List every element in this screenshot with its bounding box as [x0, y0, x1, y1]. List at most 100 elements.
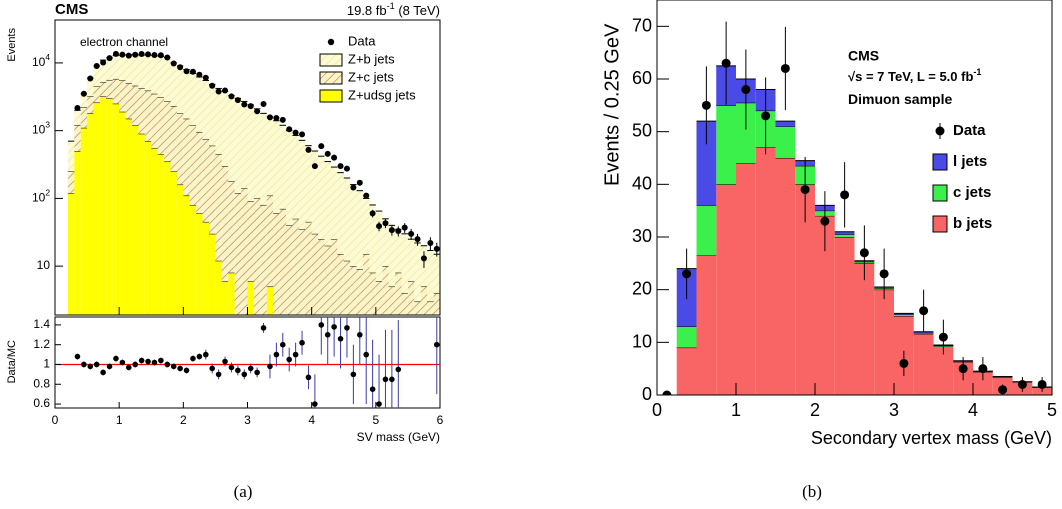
bar-segment [427, 334, 433, 365]
data-point [388, 227, 395, 234]
ratio-point [215, 371, 222, 378]
data-point [74, 104, 81, 111]
ratio-point [145, 358, 151, 365]
bar-segment [311, 151, 319, 234]
ratio-point [164, 361, 171, 368]
bar-segment [382, 218, 389, 267]
bar-segment [834, 237, 855, 395]
bar-segment [202, 80, 209, 140]
y-tick-label: 10 [632, 331, 652, 351]
legend-label: Data [348, 33, 376, 48]
bar-segment [815, 215, 835, 395]
bar-segment [402, 334, 408, 365]
bar-segment [125, 83, 132, 119]
tick-text: 10 [632, 331, 652, 351]
bar-segment [894, 313, 914, 315]
data-point [299, 131, 306, 138]
x-axis-label: Secondary vertex mass (GeV) [811, 428, 1052, 448]
bar-segment [298, 229, 306, 315]
bar-segment [933, 346, 954, 395]
ratio-point [267, 363, 273, 370]
text-part: (8 TeV) [395, 3, 440, 18]
bar-segment [67, 141, 75, 172]
x-tick-label: 2 [180, 413, 187, 427]
data-point [125, 52, 132, 59]
bar-segment [311, 233, 319, 315]
ratio-point [292, 351, 299, 358]
bar-segment [80, 93, 88, 108]
ratio-point [132, 361, 139, 368]
bar-segment [74, 110, 81, 126]
data-point [938, 332, 948, 342]
bar-segment [716, 105, 736, 185]
data-point [427, 239, 434, 246]
bar-segment [253, 198, 261, 315]
legend-swatch [319, 71, 343, 85]
bar-segment [676, 347, 697, 395]
bar-segment [292, 135, 299, 219]
data-point [279, 116, 286, 123]
panel: 0 10 20 30 40 50 60 70 0 1 2 3 4 5 Events / 0.25 GeV Se… [601, 0, 1057, 501]
bar-segment [215, 154, 222, 261]
tick-exponent: 2 [45, 188, 50, 198]
data-point [305, 146, 312, 153]
bar-segment [164, 101, 171, 162]
bar-segment [253, 108, 261, 199]
bar-segment [854, 263, 875, 395]
bar-segment [215, 88, 222, 155]
legend-label: l jets [953, 153, 987, 170]
x-tick-label: 1 [116, 413, 123, 427]
bar-segment [241, 334, 247, 365]
bar-segment [388, 286, 396, 315]
legend-swatch [932, 184, 948, 202]
data-point [859, 248, 869, 258]
data-point [978, 364, 988, 374]
ratio-point [369, 386, 376, 393]
bar-segment [736, 163, 756, 395]
bar-segment [382, 266, 389, 315]
bar-segment [834, 234, 855, 237]
ratio-point [376, 401, 382, 407]
bar-segment [215, 260, 222, 315]
bar-segment [74, 125, 81, 152]
bar-segment [266, 116, 274, 196]
data-point [87, 75, 94, 82]
bar-segment [286, 130, 293, 226]
legend-marker [327, 38, 335, 46]
ratio-point [382, 376, 389, 383]
legend-swatch [932, 153, 948, 171]
bar-segment [151, 148, 158, 315]
ratio-point [389, 376, 395, 383]
bar-segment [676, 326, 697, 348]
bar-segment [330, 239, 338, 315]
bar-segment [369, 272, 376, 315]
data-point [318, 143, 325, 150]
bar-segment [106, 57, 113, 80]
bar-segment [196, 76, 203, 133]
bar-segment [775, 158, 796, 395]
y-tick-label: 30 [632, 226, 652, 246]
bar-segment [414, 301, 421, 315]
ratio-point [305, 374, 312, 381]
data-point [145, 51, 152, 58]
bar-segment [202, 221, 209, 315]
bar-segment [67, 193, 75, 315]
bar-segment [125, 118, 132, 315]
bar-segment [343, 178, 351, 261]
bar-segment [414, 334, 420, 365]
bar-segment [427, 250, 434, 302]
text-part: 19.8 fb [347, 3, 387, 18]
y-tick-label: 102 [32, 188, 50, 205]
bar-segment [337, 254, 344, 315]
bar-segment [260, 204, 267, 315]
bar-segment [176, 113, 184, 185]
bar-segment [395, 229, 402, 273]
bar-segment [183, 118, 190, 196]
x-tick-label: 1 [731, 400, 741, 420]
legend-label: b jets [953, 215, 992, 232]
data-point [164, 54, 171, 61]
ratio-point [433, 341, 440, 348]
ratio-points [55, 317, 440, 408]
bar-segment [324, 245, 331, 315]
data-point [998, 385, 1008, 395]
